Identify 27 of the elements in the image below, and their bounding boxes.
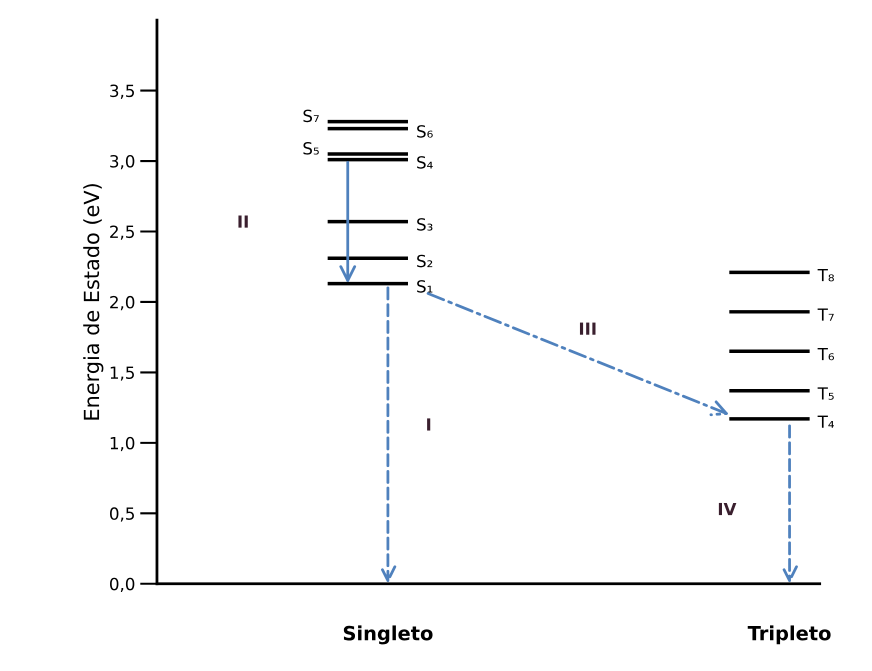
series-label: T₈ xyxy=(818,269,834,282)
series-label: S₂ xyxy=(417,254,432,268)
series-label: S₁ xyxy=(417,280,432,293)
annotation: II xyxy=(238,215,248,228)
y-axis-title: Energia de Estado (eV) xyxy=(83,184,104,420)
y-tick-label: 1,0 xyxy=(110,436,134,452)
series-label: T₆ xyxy=(818,348,834,360)
series-label: S₇ xyxy=(303,110,319,122)
x-tick-label: Singleto xyxy=(344,625,433,644)
series-label: S₅ xyxy=(303,142,319,155)
annotation: IV xyxy=(718,502,736,516)
annotation: III xyxy=(580,322,596,335)
series-label: S₃ xyxy=(417,218,432,231)
series-label: T₅ xyxy=(818,387,834,400)
x-tick-label: Tripleto xyxy=(748,625,831,644)
y-tick-label: 1,5 xyxy=(110,366,134,381)
series-label: T₇ xyxy=(818,308,834,321)
y-tick-label: 2,0 xyxy=(110,296,134,310)
y-tick-label: 0,0 xyxy=(110,578,134,592)
y-tick-label: 3,0 xyxy=(110,155,134,170)
y-tick-label: 3,5 xyxy=(110,84,134,99)
annotation: I xyxy=(427,418,430,431)
y-tick-label: 2,5 xyxy=(110,225,134,240)
y-tick-label: 0,5 xyxy=(110,507,134,522)
series-label: S₄ xyxy=(417,156,433,169)
series-label: S₆ xyxy=(417,125,433,138)
series-label: T₄ xyxy=(818,416,834,428)
